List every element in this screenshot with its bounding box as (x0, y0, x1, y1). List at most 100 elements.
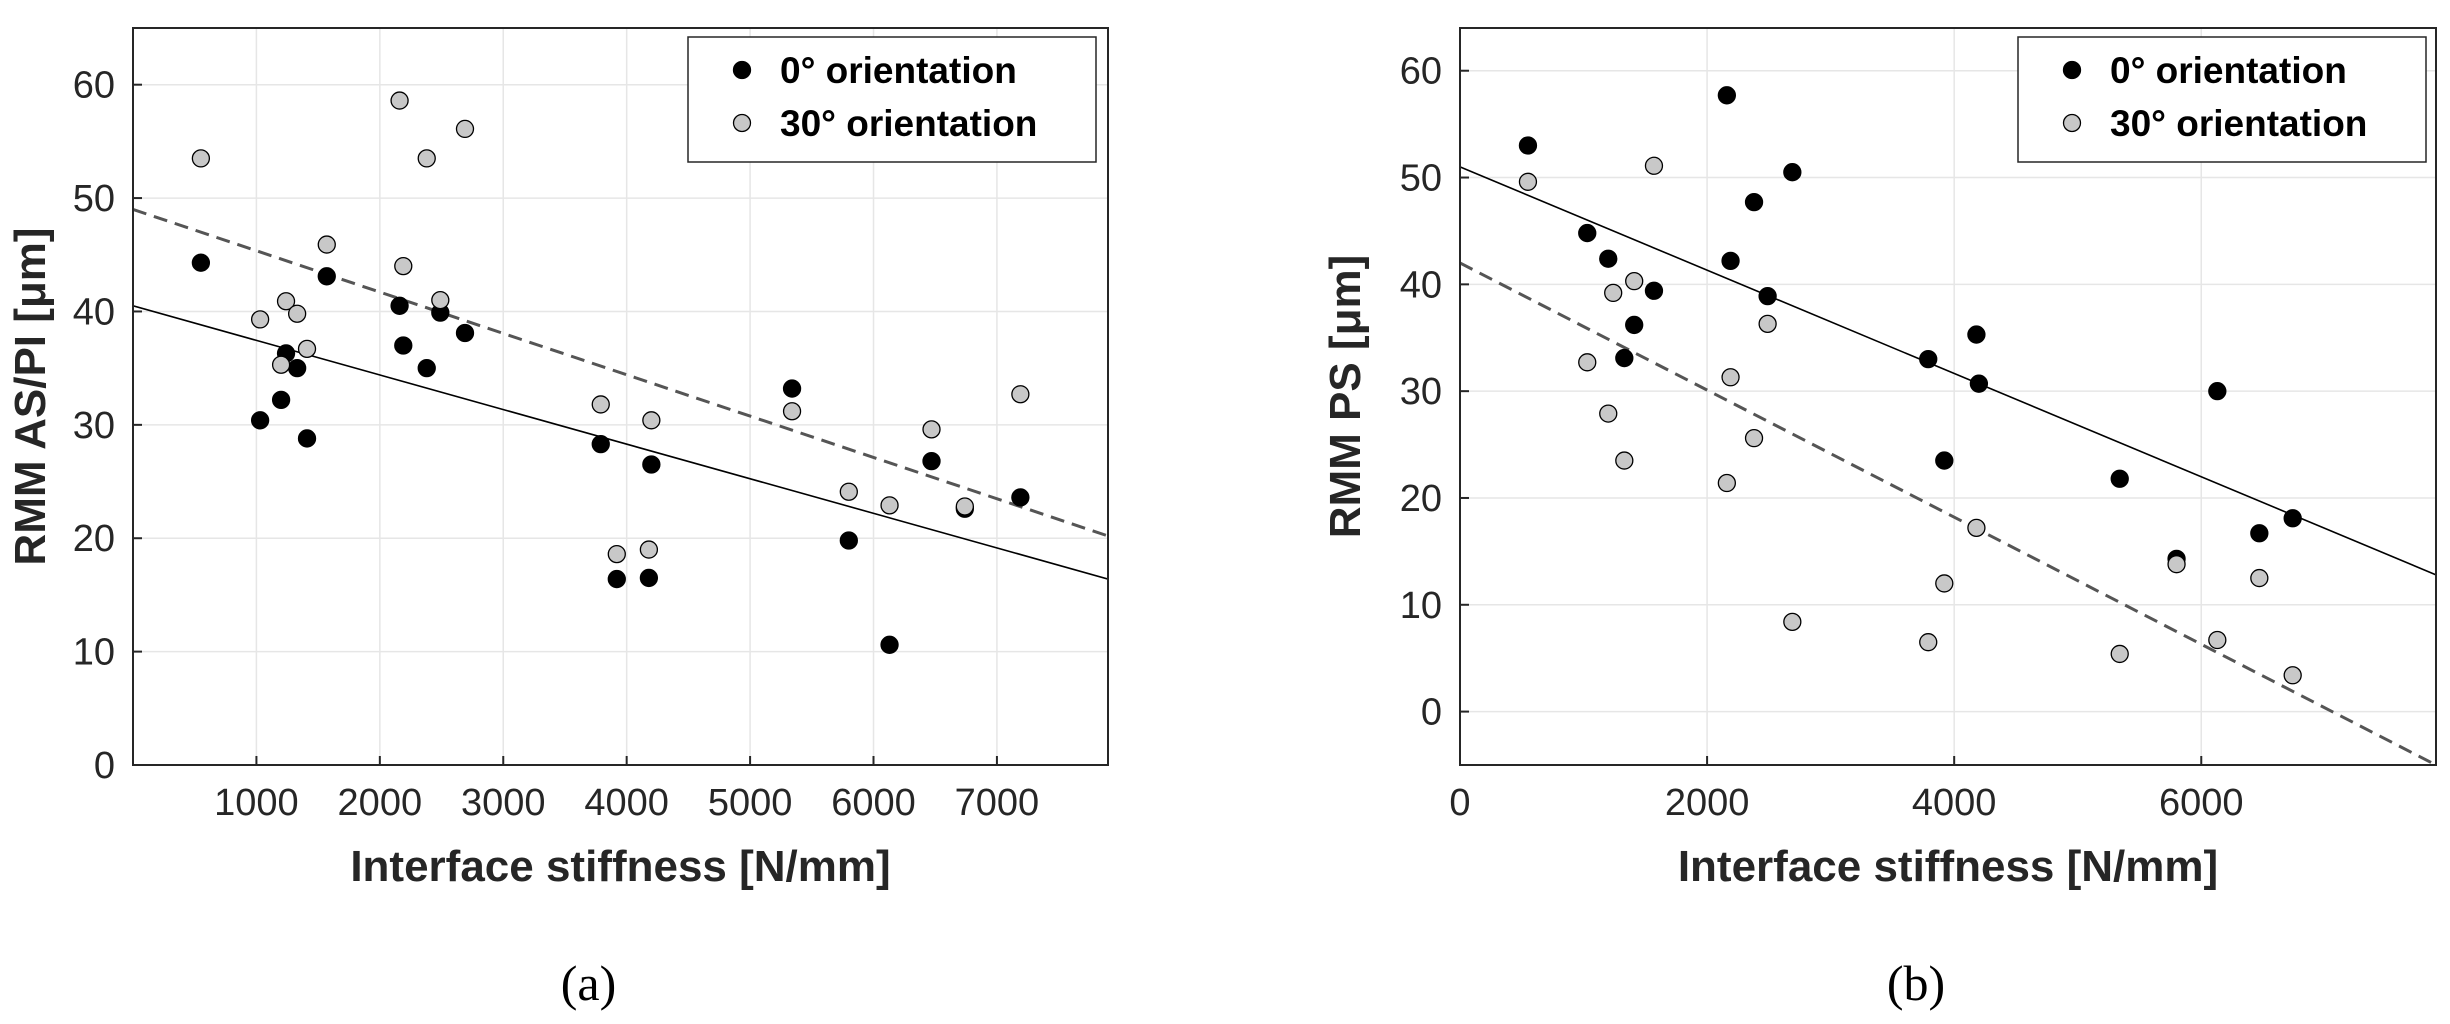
data-point (1935, 451, 1954, 470)
x-tick-label: 4000 (1912, 782, 1997, 824)
data-point (1721, 368, 1740, 387)
data-point (1011, 488, 1030, 507)
data-point (2250, 568, 2269, 588)
axes-frame (1459, 27, 2437, 766)
data-point (607, 544, 626, 564)
y-axis-label: RMM AS/PI [μm] (6, 227, 55, 565)
legend-box (2017, 36, 2427, 163)
data-point (297, 429, 317, 448)
data-point (276, 292, 296, 311)
data-point (1967, 518, 1986, 538)
data-point (922, 420, 941, 439)
data-point (394, 256, 413, 276)
x-tick-label: 2000 (338, 782, 423, 824)
data-point (1935, 574, 1954, 593)
y-tick-label: 60 (73, 65, 115, 107)
data-point (1615, 451, 1634, 470)
data-point (2167, 555, 2186, 574)
legend-label: 30° orientation (780, 103, 1037, 144)
series-1 (191, 91, 1030, 564)
data-point (2110, 644, 2129, 664)
data-point (955, 497, 974, 516)
data-point (417, 149, 436, 168)
data-point (394, 336, 413, 355)
y-tick-label: 50 (1400, 158, 1442, 200)
data-point (1625, 271, 1644, 291)
data-point (1604, 283, 1623, 303)
data-point (417, 359, 436, 378)
data-point (317, 267, 336, 286)
y-tick-label: 40 (1400, 264, 1442, 306)
y-tick-label: 10 (73, 632, 115, 674)
data-point (1744, 429, 1764, 448)
y-tick-label: 10 (1400, 585, 1442, 627)
fit-line-solid (1460, 166, 2436, 576)
x-tick-label: 4000 (584, 782, 669, 824)
fit-line-dashed (1460, 261, 2436, 765)
y-tick-label: 30 (73, 405, 115, 447)
data-point (1625, 315, 1644, 335)
data-point (1919, 349, 1938, 369)
y-tick-label: 50 (73, 178, 115, 220)
data-point (782, 379, 802, 398)
chart-panel-b: 0 2000 4000 6000 0 10 20 30 40 50 60 Interface stif… (1321, 27, 2437, 1011)
data-point (431, 290, 450, 310)
x-tick-label: 1000 (214, 782, 299, 824)
y-tick-label: 20 (1400, 478, 1442, 520)
data-point (191, 149, 211, 168)
data-point (639, 568, 659, 588)
data-point (1744, 192, 1764, 212)
data-point (455, 119, 475, 139)
data-point (250, 310, 270, 329)
data-point (390, 91, 409, 110)
series-1 (1518, 156, 2302, 685)
data-point (2110, 469, 2129, 488)
data-point (880, 635, 899, 654)
legend-label: 0° orientation (2110, 50, 2347, 91)
y-tick-label: 20 (73, 518, 115, 560)
data-point (591, 395, 610, 414)
legend-label: 0° orientation (780, 50, 1017, 91)
y-tick-label: 0 (94, 745, 115, 787)
data-point (191, 253, 211, 272)
y-tick-label: 40 (73, 291, 115, 333)
legend-label: 30° orientation (2110, 103, 2367, 144)
data-point (782, 402, 802, 421)
legend-marker (2062, 60, 2082, 80)
data-point (2208, 382, 2227, 401)
data-point (297, 339, 317, 359)
x-tick-label: 3000 (461, 782, 546, 824)
chart-panel-a: 1000 2000 3000 4000 5000 6000 7000 0 10 20 30 40 50 6… (6, 27, 1109, 1011)
series-0 (1518, 86, 2302, 569)
x-tick-label: 2000 (1665, 782, 1750, 824)
panel-caption: (a) (561, 955, 617, 1011)
data-point (642, 455, 661, 474)
x-tick-label: 7000 (955, 782, 1040, 824)
data-point (455, 323, 475, 343)
panel-caption: (b) (1887, 955, 1945, 1011)
y-tick-label: 30 (1400, 371, 1442, 413)
data-point (1518, 172, 1538, 191)
data-point (1919, 633, 1938, 652)
legend-marker (732, 60, 752, 80)
data-point (880, 496, 899, 515)
data-point (1717, 473, 1737, 493)
data-point (1969, 374, 1989, 393)
axes-frame (132, 27, 1109, 766)
data-point (271, 355, 291, 374)
data-point (1967, 325, 1986, 344)
data-point (1578, 353, 1597, 372)
data-point (317, 235, 336, 254)
x-axis-label: Interface stiffness [N/mm] (350, 842, 890, 891)
fit-line-dashed (133, 207, 1108, 538)
data-point (1758, 286, 1777, 306)
y-tick-label: 0 (1421, 692, 1442, 734)
data-point (250, 411, 270, 430)
data-point (839, 482, 858, 501)
series-0 (191, 253, 1030, 654)
data-point (839, 531, 858, 550)
legend-marker (2062, 113, 2082, 133)
data-point (1717, 86, 1737, 105)
data-point (287, 304, 307, 323)
